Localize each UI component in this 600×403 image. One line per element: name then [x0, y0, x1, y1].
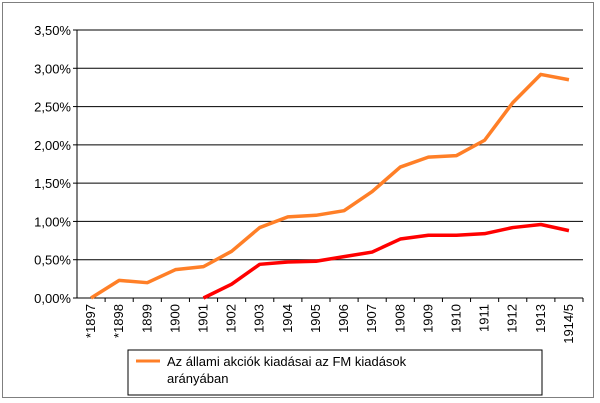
- x-tick-label: 1907: [364, 304, 379, 333]
- y-tick-label: 0,00%: [34, 291, 71, 306]
- y-tick-label: 3,50%: [34, 23, 71, 38]
- x-tick-label: 1903: [252, 304, 267, 333]
- x-axis-tick-labels: *1897 *1898 1899 1900 1901 1902 1903 1904 1905 19…: [83, 304, 576, 344]
- x-tick-label: 1908: [392, 304, 407, 333]
- x-tick-label: 1910: [449, 304, 464, 333]
- x-tick-label: 1901: [196, 304, 211, 333]
- series-line-1: [90, 72, 570, 300]
- legend-label-line-2: arányában: [167, 371, 228, 386]
- y-tick-label: 2,00%: [34, 138, 71, 153]
- legend-box: [127, 349, 543, 396]
- y-tick-label: 1,50%: [34, 176, 71, 191]
- axes: [73, 29, 584, 302]
- y-tick-label: 3,00%: [34, 61, 71, 76]
- x-tick-label: 1909: [420, 304, 435, 333]
- y-tick-label: 1,00%: [34, 214, 71, 229]
- x-tick-label: *1897: [83, 304, 98, 338]
- x-tick-label: 1900: [167, 304, 182, 333]
- x-tick-label: 1914/5: [561, 304, 576, 344]
- x-tick-label: 1899: [139, 304, 154, 333]
- x-tick-label: 1913: [533, 304, 548, 333]
- x-tick-label: 1911: [477, 304, 492, 332]
- series-line-2: [202, 222, 570, 300]
- y-tick-label: 2,50%: [34, 100, 71, 115]
- x-tick-label: 1905: [308, 304, 323, 333]
- x-tick-label: 1906: [336, 304, 351, 333]
- y-tick-label: 0,50%: [34, 253, 71, 268]
- x-tick-label: 1912: [505, 304, 520, 333]
- x-tick-label: *1898: [111, 304, 126, 338]
- x-tick-label: 1904: [280, 304, 295, 333]
- y-axis-tick-labels: 0,00% 0,50% 1,00% 1,50% 2,00% 2,50% 3,00% 3,50%: [34, 23, 71, 306]
- x-tick-label: 1902: [224, 304, 239, 333]
- legend-label-line-1: Az állami akciók kiadásai az FM kiadások: [167, 354, 407, 369]
- legend: Az állami akciók kiadásai az FM kiadások…: [127, 349, 543, 396]
- gridlines: [77, 29, 583, 261]
- series-lines: [90, 72, 570, 300]
